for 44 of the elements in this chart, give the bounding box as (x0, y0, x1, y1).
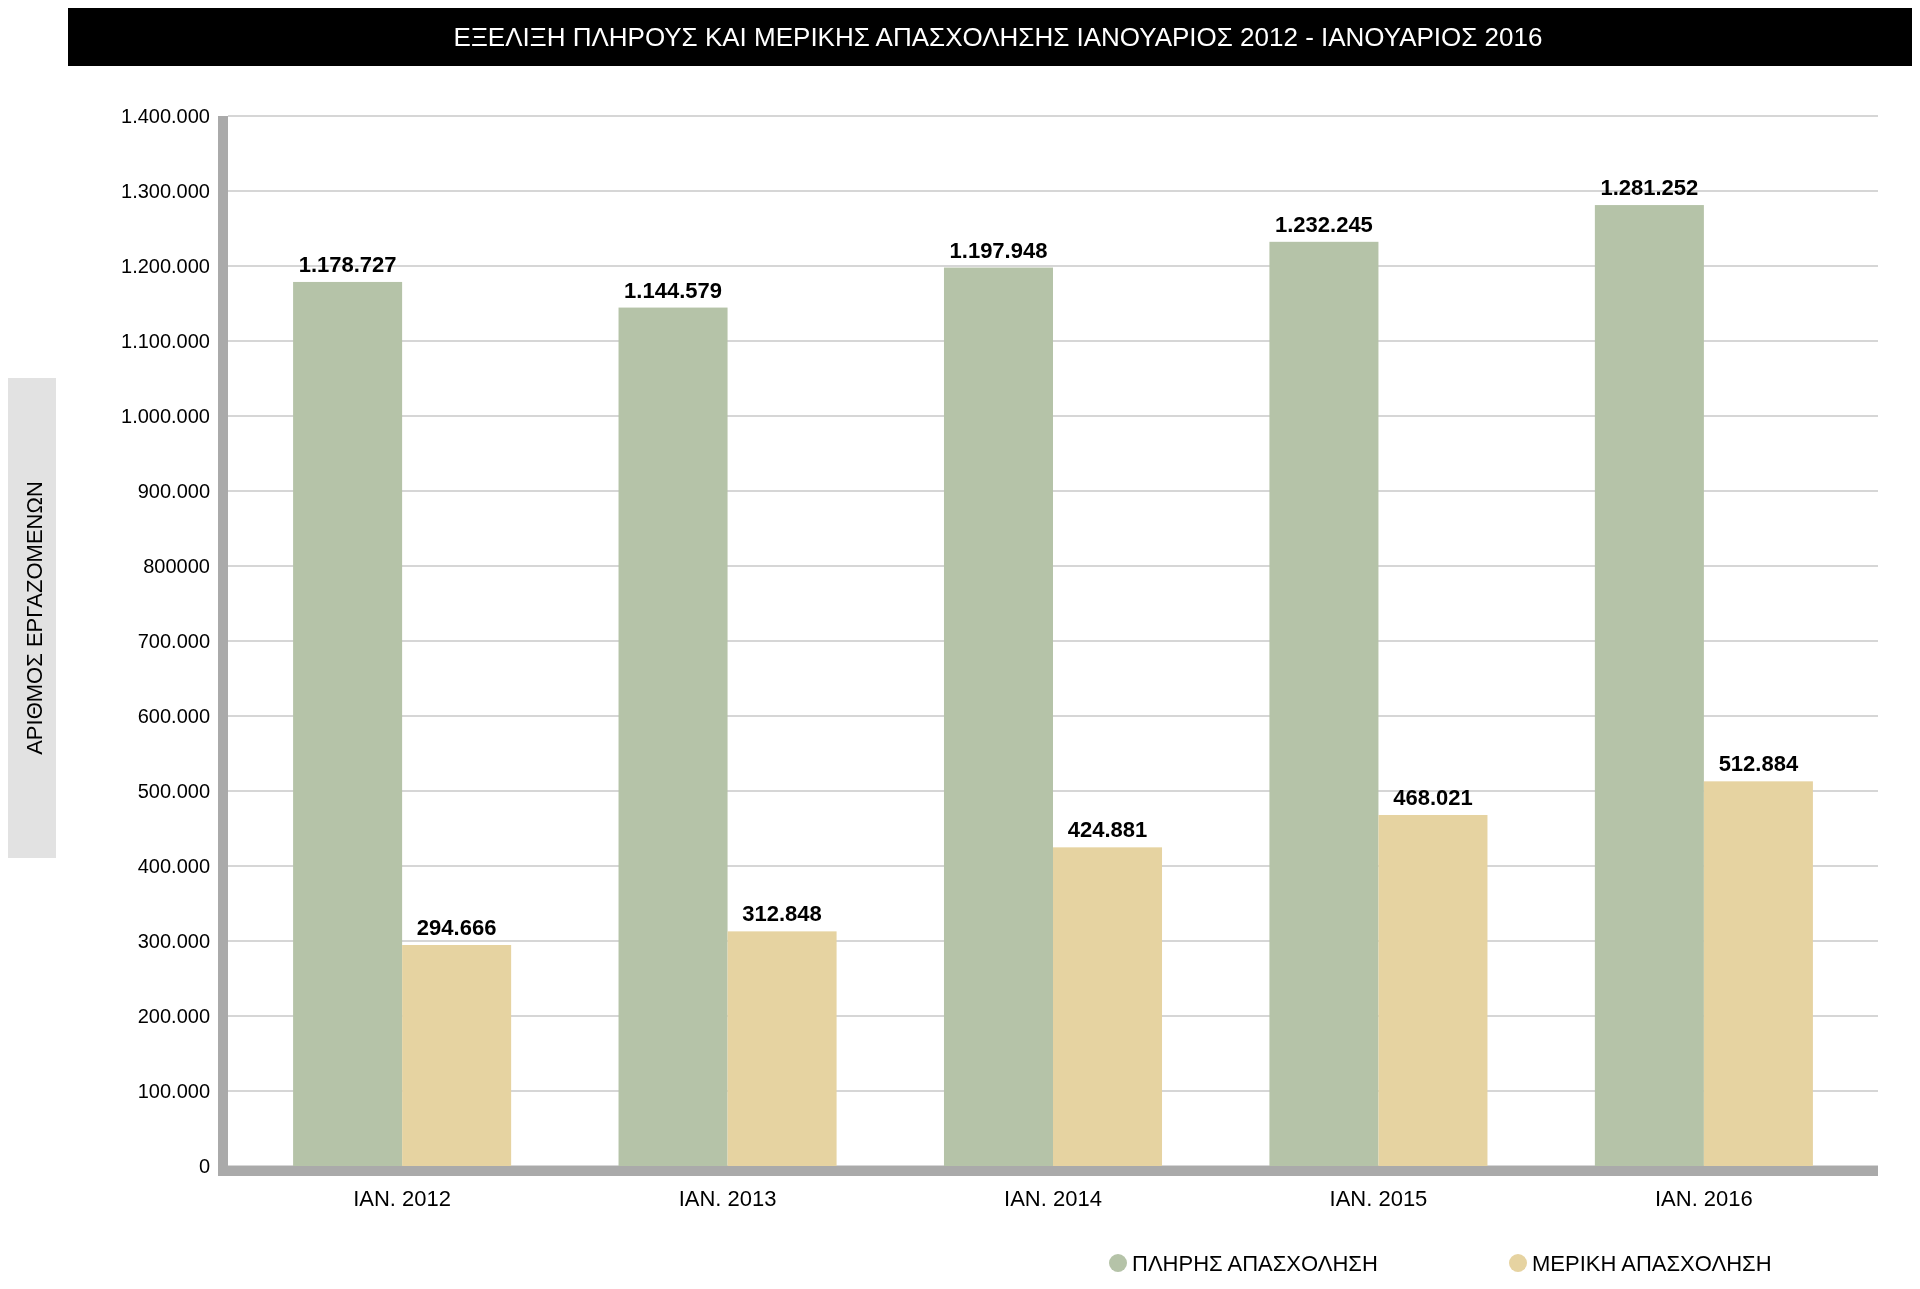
bar (618, 307, 728, 1166)
y-tick-label: 900.000 (137, 480, 210, 502)
data-label: 468.021 (1393, 784, 1473, 810)
bar (1269, 241, 1379, 1166)
data-label: 1.178.727 (298, 251, 397, 277)
bar (943, 267, 1053, 1166)
data-label: 1.232.245 (1274, 211, 1373, 237)
y-tick-label: 800000 (143, 555, 210, 577)
y-tick-label: 600.000 (137, 705, 210, 727)
data-label: 294.666 (416, 915, 497, 940)
bar (1053, 847, 1163, 1166)
x-tick-label: ΙΑΝ. 2015 (1329, 1186, 1428, 1211)
data-label: 1.281.252 (1600, 175, 1699, 201)
y-tick-label: 1.400.000 (121, 105, 210, 127)
x-tick-label: ΙΑΝ. 2013 (678, 1186, 777, 1211)
x-tick-label: ΙΑΝ. 2014 (1004, 1186, 1102, 1211)
y-tick-label: 1.100.000 (121, 330, 210, 352)
y-tick-label: 200.000 (137, 1005, 210, 1027)
data-label: 512.884 (1718, 751, 1799, 777)
y-tick-label: 100.000 (137, 1080, 210, 1102)
data-label: 1.144.579 (624, 277, 722, 303)
data-label: 424.881 (1067, 817, 1148, 843)
data-label: 1.197.948 (949, 237, 1048, 263)
legend-label: ΜΕΡΙΚΗ ΑΠΑΣΧΟΛΗΣΗ (1532, 1251, 1772, 1276)
data-label: 312.848 (742, 901, 822, 927)
bar (1378, 814, 1488, 1166)
bar (293, 281, 403, 1166)
bar (727, 931, 837, 1166)
bar (1594, 205, 1704, 1166)
y-tick-label: 1.200.000 (121, 255, 210, 277)
x-tick-label: ΙΑΝ. 2016 (1654, 1186, 1753, 1211)
y-axis-title: ΑΡΙΘΜΟΣ ΕΡΓΑΖΟΜΕΝΩΝ (22, 481, 47, 755)
y-tick-label: 0 (198, 1155, 210, 1177)
y-tick-label: 1.300.000 (121, 180, 210, 202)
y-tick-label: 700.000 (137, 630, 210, 652)
y-tick-label: 400.000 (137, 855, 210, 877)
y-tick-label: 500.000 (137, 780, 210, 802)
x-tick-label: ΙΑΝ. 2012 (353, 1186, 452, 1211)
legend-label: ΠΛΗΡΗΣ ΑΠΑΣΧΟΛΗΣΗ (1132, 1251, 1378, 1276)
chart-title: ΕΞΕΛΙΞΗ ΠΛΗΡΟΥΣ ΚΑΙ ΜΕΡΙΚΗΣ ΑΠΑΣΧΟΛΗΣΗΣ ΙΑΝΟΥΑΡΙΟΣ 2012 - ΙΑΝΟΥΑΡΙΟΣ 2016 (453, 22, 1543, 52)
bar (402, 945, 512, 1166)
bar (1703, 781, 1813, 1166)
y-tick-label: 300.000 (137, 930, 210, 952)
y-tick-label: 1.000.000 (121, 405, 210, 427)
